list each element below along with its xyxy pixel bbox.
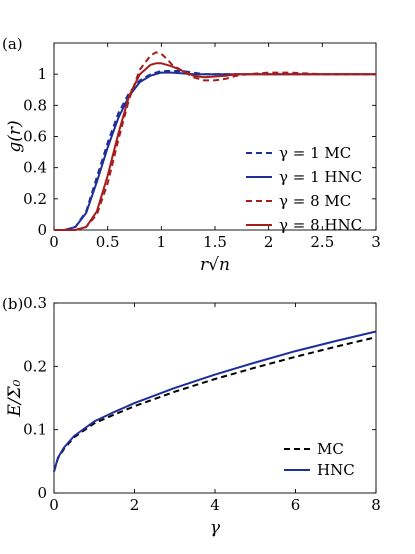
y-tick-label: 0 xyxy=(37,221,47,239)
x-axis-label: γ xyxy=(210,518,221,538)
y-tick-label: 0.6 xyxy=(23,128,47,146)
chart-panel-b: 0 2 4 6 8 0 0.1 0.2 0.3(b) γ E/Σ₀ MC HNC xyxy=(2,294,381,538)
y-tick-label: 0.1 xyxy=(23,421,47,439)
x-tick-label: 2 xyxy=(264,233,274,251)
x-tick-label: 4 xyxy=(210,496,220,514)
legend-label-3: γ = 8 HNC xyxy=(279,216,362,234)
legend-label-0: γ = 1 MC xyxy=(279,144,351,162)
x-axis-label: r√n xyxy=(200,255,230,275)
legend-label-0: MC xyxy=(317,440,344,458)
y-axis-label: E/Σ₀ xyxy=(5,379,25,417)
y-tick-label: 0.4 xyxy=(23,159,47,177)
x-tick-label: 1.5 xyxy=(203,233,227,251)
panel-label: (b) xyxy=(2,295,23,313)
x-tick-label: 0 xyxy=(49,496,59,514)
chart-panel-a: 0 0.5 1 1.5 2 2.5 3 0 0.2 0.4 0.6 0.8 1 (a) r√n g(r) γ =… xyxy=(2,35,381,275)
legend-label-2: γ = 8 MC xyxy=(279,192,351,210)
y-tick-label: 0.8 xyxy=(23,96,47,114)
x-tick-label: 2.5 xyxy=(310,233,334,251)
y-tick-label: 0 xyxy=(37,484,47,502)
y-tick-label: 0.2 xyxy=(23,357,47,375)
y-tick-label: 1 xyxy=(37,65,47,83)
series-line-3 xyxy=(54,62,376,231)
y-axis-label: g(r) xyxy=(5,120,25,152)
y-tick-label: 0.2 xyxy=(23,190,47,208)
series-line-0 xyxy=(54,70,376,231)
x-tick-label: 1 xyxy=(157,233,167,251)
series-line-1 xyxy=(53,330,377,472)
y-tick-label: 0.3 xyxy=(23,294,47,312)
legend-label-1: γ = 1 HNC xyxy=(279,168,362,186)
x-tick-label: 0 xyxy=(49,233,59,251)
legend-label-1: HNC xyxy=(317,461,355,479)
x-tick-label: 3 xyxy=(371,233,381,251)
x-tick-label: 0.5 xyxy=(96,233,120,251)
x-tick-label: 2 xyxy=(130,496,140,514)
panel-label: (a) xyxy=(2,35,23,53)
x-tick-label: 6 xyxy=(291,496,301,514)
x-tick-label: 8 xyxy=(371,496,381,514)
series-line-2 xyxy=(54,51,376,231)
